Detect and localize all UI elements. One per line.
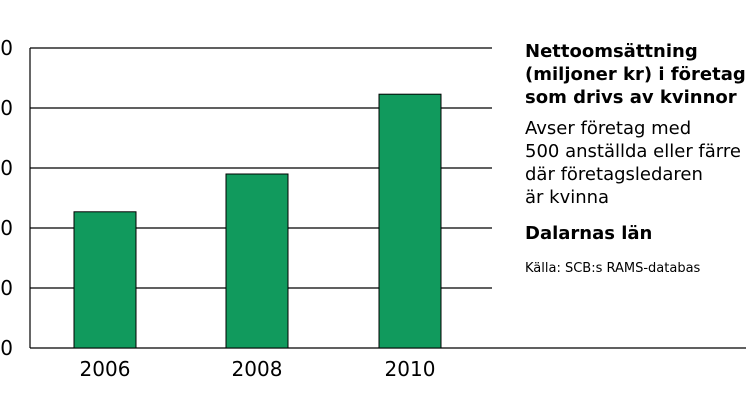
bar — [378, 93, 442, 349]
bar — [73, 211, 137, 349]
chart-title: Nettoomsättning (miljoner kr) i företag … — [525, 40, 746, 109]
chart-info-panel: Nettoomsättning (miljoner kr) i företag … — [525, 40, 746, 277]
x-category-label: 2006 — [80, 357, 131, 381]
x-category-label: 2008 — [232, 357, 283, 381]
chart-description: Avser företag med 500 anställda eller fä… — [525, 117, 746, 209]
chart-title-line: Nettoomsättning — [525, 41, 698, 62]
chart-title-line: som drivs av kvinnor — [525, 87, 737, 108]
description-line: är kvinna — [525, 187, 610, 208]
description-line: Avser företag med — [525, 118, 692, 139]
y-tick-label: 100 — [0, 276, 13, 300]
y-tick-label: 200 — [0, 216, 13, 240]
x-category-label: 2010 — [385, 357, 436, 381]
chart-title-line: (miljoner kr) i företag — [525, 64, 746, 85]
bar — [225, 173, 289, 349]
source-note: Källa: SCB:s RAMS-databas — [525, 261, 701, 276]
description-line: 500 anställda eller färre — [525, 141, 741, 162]
y-tick-label: 500 — [0, 36, 13, 60]
description-line: där företagsledaren — [525, 164, 703, 185]
y-tick-label: 0 — [0, 336, 13, 360]
region-label: Dalarnas län — [525, 223, 653, 244]
y-tick-label: 400 — [0, 96, 13, 120]
y-tick-label: 300 — [0, 156, 13, 180]
